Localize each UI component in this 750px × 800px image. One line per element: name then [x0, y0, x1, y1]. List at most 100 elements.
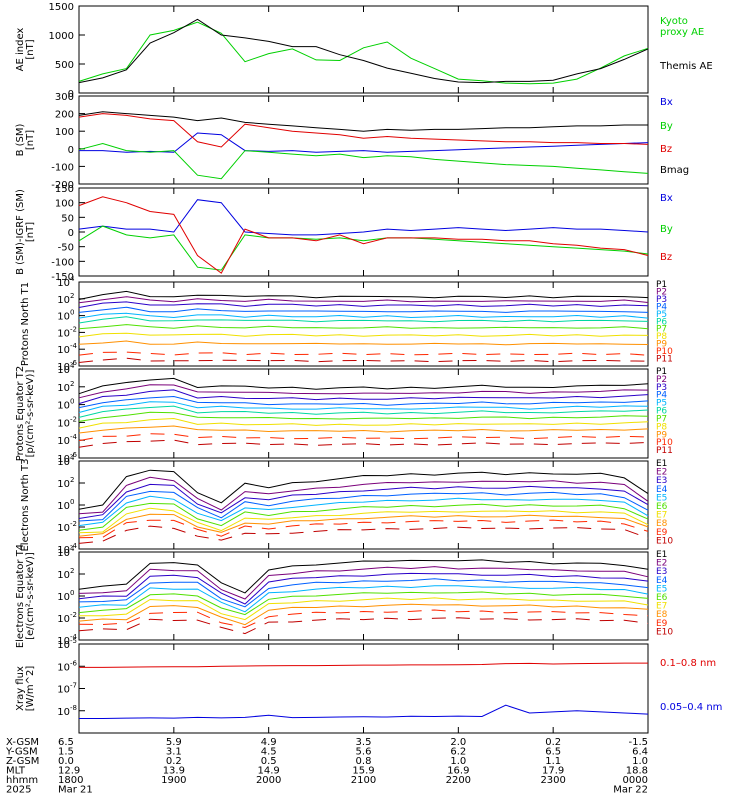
y-tick-base: 10	[57, 312, 70, 323]
y-tick-base: 10	[57, 436, 70, 447]
channel-label: P9	[656, 340, 667, 350]
y-axis-label: B (SM)-IGRF (SM) [nT]	[15, 189, 36, 275]
channel-line-p5	[78, 312, 649, 319]
ephemeris-value: 0.5	[261, 756, 277, 767]
y-tick-label: 10 4	[57, 275, 75, 289]
ephemeris-value: 4.5	[261, 747, 277, 758]
y-tick-exponent: 0	[70, 589, 74, 597]
y-tick-label: 0	[68, 228, 74, 239]
y-tick-label: 0	[68, 89, 74, 100]
channel-label: P9	[656, 430, 667, 440]
y-tick-base: 10	[57, 345, 70, 356]
y-tick-label: 10 -8	[57, 704, 77, 718]
y-tick-exponent: -2	[70, 611, 77, 619]
y-tick-label: 300	[55, 92, 74, 103]
ephemeris-value: 2.0	[450, 737, 466, 748]
y-tick-base: 10	[57, 418, 70, 429]
channel-label: E6	[656, 593, 668, 603]
channel-label: P1	[656, 367, 667, 377]
channel-label: P1	[656, 280, 667, 290]
y-tick-label: 10 -4	[57, 433, 77, 447]
y-axis-label-text: [p/(cm²-s-sr-keV)]	[25, 370, 36, 458]
ephemeris-value: 1.1	[545, 756, 561, 767]
y-tick-label: 10 -6	[57, 451, 77, 465]
ephemeris-value: 12.9	[58, 766, 80, 777]
channel-label: E9	[656, 528, 668, 538]
channel-line-p1	[78, 377, 649, 395]
channel-line-e1	[78, 559, 649, 594]
channel-line-p5	[78, 401, 649, 413]
channel-line-e9	[78, 609, 649, 629]
channel-label: P6	[656, 317, 667, 327]
y-tick-base: 10	[57, 592, 70, 603]
ephemeris-value: Mar 21	[58, 785, 93, 796]
y-tick-base: 10	[57, 295, 70, 306]
y-tick-base: 10	[57, 365, 70, 376]
ephemeris-value: 0000	[623, 775, 648, 786]
ephemeris-row-label: Z-GSM	[6, 756, 39, 767]
y-tick-base: 10	[57, 328, 70, 339]
channel-line-e2	[78, 476, 649, 515]
y-tick-base: 10	[57, 457, 70, 468]
channel-label: P11	[656, 355, 673, 365]
legend-label: 0.05–0.4 nm	[660, 702, 722, 713]
y-axis-label-text: Electrons North T3	[20, 458, 31, 551]
y-tick-exponent: -8	[70, 704, 77, 712]
ephemeris-value: 0.2	[545, 737, 561, 748]
channel-line-e10	[78, 617, 649, 635]
y-tick-label: 10 4	[57, 454, 75, 468]
y-tick-base: 10	[57, 501, 70, 512]
channel-label: E10	[656, 536, 673, 546]
y-tick-base: 10	[57, 570, 70, 581]
y-tick-label: -50	[58, 243, 74, 254]
channel-line-p7	[78, 411, 649, 422]
channel-line-e6	[78, 502, 649, 531]
channel-line-e4	[78, 578, 649, 608]
channel-line-e3	[78, 572, 649, 605]
channel-label: E3	[656, 476, 667, 486]
channel-label: E5	[656, 493, 667, 503]
channel-line-p8	[78, 332, 649, 338]
channel-line-e7	[78, 597, 649, 621]
channel-label: P8	[656, 422, 667, 432]
y-tick-base: 10	[57, 362, 70, 373]
channel-label: P4	[656, 302, 667, 312]
ephemeris-value: 1.0	[632, 756, 648, 767]
channel-line-p1	[78, 290, 649, 300]
ephemeris-value: 1800	[58, 775, 83, 786]
ephemeris-value: 1.0	[450, 756, 466, 767]
channel-label: E1	[656, 550, 667, 560]
y-tick-base: 10	[57, 523, 70, 534]
channel-label: P3	[656, 295, 667, 305]
y-tick-exponent: -2	[70, 520, 77, 528]
ephemeris-value: 4.9	[261, 737, 277, 748]
legend-label: Bz	[660, 144, 672, 155]
channel-line-p2	[78, 296, 649, 304]
y-axis-label-text: [nT]	[25, 130, 36, 150]
y-tick-base: 10	[57, 685, 70, 696]
y-tick-label: 10 -6	[57, 659, 77, 673]
channel-line-p3	[78, 301, 649, 308]
y-tick-label: 100	[55, 127, 74, 138]
ephemeris-row-label: MLT	[6, 766, 26, 777]
ephemeris-value: 0.0	[58, 756, 74, 767]
y-axis-label: Protons North T1	[20, 282, 31, 366]
channel-label: P10	[656, 438, 673, 448]
y-tick-exponent: -4	[70, 633, 78, 641]
channel-line-p4	[78, 395, 649, 409]
y-tick-exponent: -2	[70, 415, 77, 423]
y-axis-label: Xray flux [W/m^2]	[15, 666, 36, 712]
y-axis-label: Electrons Equator T4 [e/(cm²-s-sr-keV)]	[15, 544, 36, 648]
ephemeris-row-label: Y-GSM	[5, 747, 38, 758]
xray-line-short	[79, 704, 649, 719]
ephemeris-table: X-GSM 6.5 5.9 4.9 3.5 2.0 0.2 -1.5 Y-GSM 1.5 3.1 4.…	[5, 737, 648, 796]
channel-line-p11	[78, 439, 649, 448]
legend-label: Bz	[660, 252, 672, 263]
panel-frame	[78, 95, 649, 185]
ephemeris-value: 2100	[351, 775, 376, 786]
channel-line-e3	[78, 483, 649, 519]
y-tick-label: 10 -2	[57, 520, 77, 534]
